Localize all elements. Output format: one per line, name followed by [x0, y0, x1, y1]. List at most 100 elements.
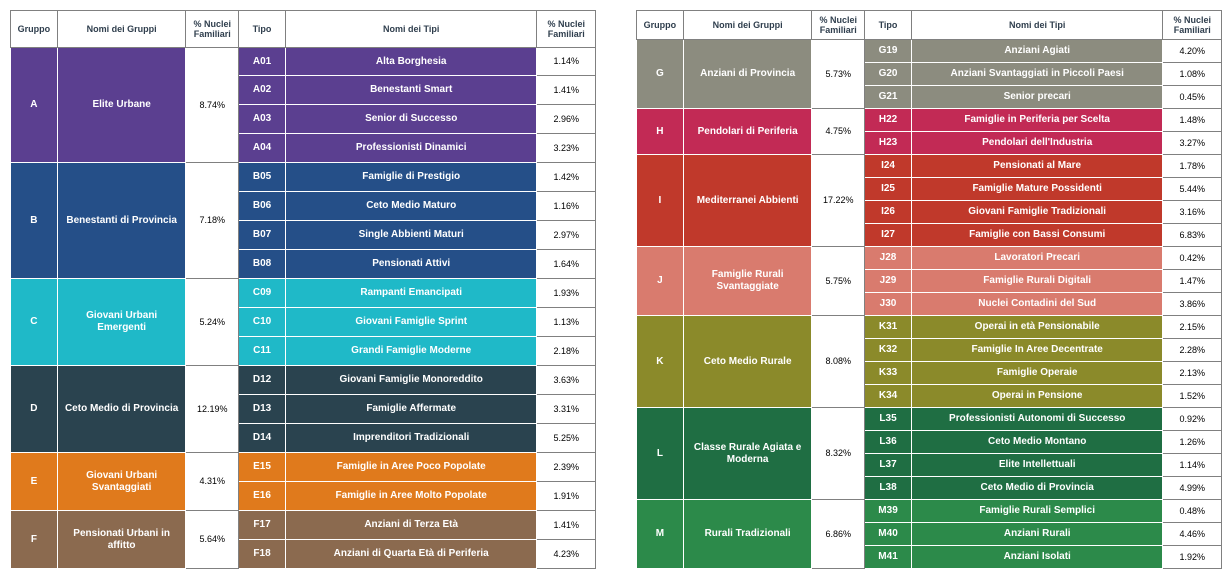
type-pct: 1.48% [1163, 109, 1222, 132]
th-nomi-tipi: Nomi dei Tipi [911, 11, 1163, 40]
type-pct: 0.45% [1163, 86, 1222, 109]
group-pct: 4.75% [812, 109, 865, 155]
th-pct-tipo: % Nuclei Familiari [1163, 11, 1222, 40]
type-code: C10 [239, 308, 286, 337]
type-code: J29 [865, 270, 912, 293]
group-code: J [637, 247, 684, 316]
type-code: A01 [239, 47, 286, 76]
type-pct: 1.64% [537, 250, 596, 279]
group-pct: 8.32% [812, 408, 865, 500]
type-pct: 1.91% [537, 482, 596, 511]
type-code: J28 [865, 247, 912, 270]
type-pct: 2.13% [1163, 362, 1222, 385]
group-code: F [11, 511, 58, 569]
header-row: GruppoNomi dei Gruppi% Nuclei FamiliariT… [11, 11, 596, 48]
group-code: B [11, 163, 58, 279]
data-row: AElite Urbane8.74%A01Alta Borghesia1.14% [11, 47, 596, 76]
type-pct: 4.23% [537, 539, 596, 568]
type-name: Pensionati Attivi [285, 250, 537, 279]
type-code: L38 [865, 477, 912, 500]
type-code: K32 [865, 339, 912, 362]
data-row: EGiovani Urbani Svantaggiati4.31%E15Fami… [11, 453, 596, 482]
type-pct: 1.41% [537, 76, 596, 105]
type-pct: 2.28% [1163, 339, 1222, 362]
type-code: H23 [865, 132, 912, 155]
type-pct: 1.14% [1163, 454, 1222, 477]
group-code: D [11, 366, 58, 453]
type-pct: 3.16% [1163, 201, 1222, 224]
group-pct: 5.24% [186, 279, 239, 366]
type-name: Single Abbienti Maturi [285, 221, 537, 250]
type-name: Operai in Pensione [911, 385, 1163, 408]
type-name: Professionisti Autonomi di Successo [911, 408, 1163, 431]
group-pct: 5.73% [812, 40, 865, 109]
type-name: Giovani Famiglie Sprint [285, 308, 537, 337]
type-pct: 3.27% [1163, 132, 1222, 155]
type-name: Famiglie Mature Possidenti [911, 178, 1163, 201]
type-pct: 4.46% [1163, 523, 1222, 546]
group-code: E [11, 453, 58, 511]
type-pct: 1.92% [1163, 546, 1222, 569]
type-name: Imprenditori Tradizionali [285, 424, 537, 453]
type-name: Grandi Famiglie Moderne [285, 337, 537, 366]
type-name: Pensionati al Mare [911, 155, 1163, 178]
type-name: Famiglie In Aree Decentrate [911, 339, 1163, 362]
group-pct: 8.74% [186, 47, 239, 163]
group-name: Classe Rurale Agiata e Moderna [683, 408, 812, 500]
data-row: KCeto Medio Rurale8.08%K31Operai in età … [637, 316, 1222, 339]
type-name: Elite Intellettuali [911, 454, 1163, 477]
type-code: I26 [865, 201, 912, 224]
type-name: Pendolari dell'Industria [911, 132, 1163, 155]
th-tipo: Tipo [239, 11, 286, 48]
type-pct: 2.15% [1163, 316, 1222, 339]
type-pct: 2.97% [537, 221, 596, 250]
type-name: Anziani Svantaggiati in Piccoli Paesi [911, 63, 1163, 86]
type-name: Anziani di Quarta Età di Periferia [285, 539, 537, 568]
type-code: M39 [865, 500, 912, 523]
group-name: Benestanti di Provincia [57, 163, 186, 279]
type-code: I27 [865, 224, 912, 247]
type-name: Anziani Agiati [911, 40, 1163, 63]
type-name: Ceto Medio Montano [911, 431, 1163, 454]
group-name: Giovani Urbani Svantaggiati [57, 453, 186, 511]
type-name: Anziani di Terza Età [285, 511, 537, 540]
type-pct: 2.18% [537, 337, 596, 366]
type-code: I24 [865, 155, 912, 178]
type-name: Famiglie Rurali Digitali [911, 270, 1163, 293]
th-gruppo: Gruppo [11, 11, 58, 48]
type-code: A04 [239, 134, 286, 163]
type-pct: 3.23% [537, 134, 596, 163]
type-name: Giovani Famiglie Monoreddito [285, 366, 537, 395]
type-code: M41 [865, 546, 912, 569]
type-pct: 3.31% [537, 395, 596, 424]
group-pct: 5.64% [186, 511, 239, 569]
group-name: Pendolari di Periferia [683, 109, 812, 155]
type-code: E15 [239, 453, 286, 482]
type-code: C11 [239, 337, 286, 366]
type-pct: 1.41% [537, 511, 596, 540]
th-gruppo: Gruppo [637, 11, 684, 40]
type-code: K31 [865, 316, 912, 339]
group-code: L [637, 408, 684, 500]
data-row: FPensionati Urbani in affitto5.64%F17Anz… [11, 511, 596, 540]
type-code: A02 [239, 76, 286, 105]
data-row: BBenestanti di Provincia7.18%B05Famiglie… [11, 163, 596, 192]
group-name: Elite Urbane [57, 47, 186, 163]
left-table: GruppoNomi dei Gruppi% Nuclei FamiliariT… [10, 10, 596, 569]
group-code: C [11, 279, 58, 366]
group-pct: 7.18% [186, 163, 239, 279]
group-pct: 8.08% [812, 316, 865, 408]
type-pct: 1.14% [537, 47, 596, 76]
type-pct: 4.99% [1163, 477, 1222, 500]
type-code: F18 [239, 539, 286, 568]
type-pct: 0.92% [1163, 408, 1222, 431]
type-name: Giovani Famiglie Tradizionali [911, 201, 1163, 224]
type-code: B05 [239, 163, 286, 192]
type-code: M40 [865, 523, 912, 546]
group-code: M [637, 500, 684, 569]
group-code: K [637, 316, 684, 408]
data-row: IMediterranei Abbienti17.22%I24Pensionat… [637, 155, 1222, 178]
type-name: Alta Borghesia [285, 47, 537, 76]
type-code: B06 [239, 192, 286, 221]
type-pct: 1.47% [1163, 270, 1222, 293]
